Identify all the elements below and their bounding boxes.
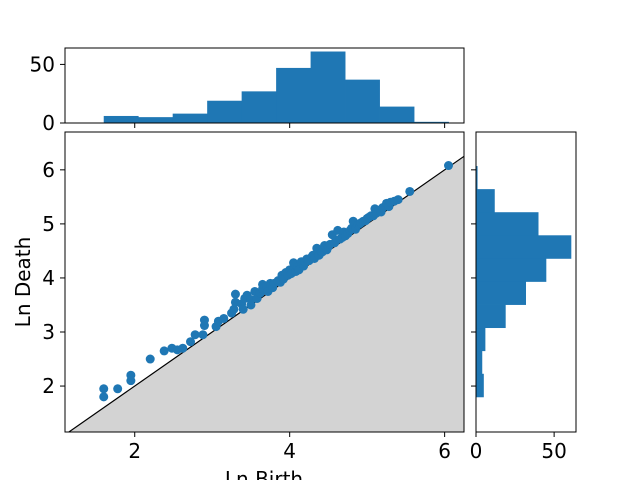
top-histogram-panel: 0 50 [30,47,465,135]
right-histogram-bar [476,350,483,375]
right-histogram-bars [476,166,572,398]
scatter-point [230,289,240,299]
main-x-ticks: 2 4 6 [128,432,451,463]
main-y-ticks: 2 3 4 5 6 [42,158,65,398]
scatter-points [99,161,454,402]
scatter-point [219,313,229,323]
scatter-point [126,370,136,380]
scatter-point [99,384,109,394]
top-histogram-bar [345,79,380,123]
scatter-point [405,186,415,196]
y-tick-label: 5 [42,212,55,236]
right-histogram-bar [476,373,484,398]
top-histogram-bar [241,91,277,123]
scatter-point [178,343,188,353]
right-histogram-bar [476,281,526,305]
y-tick-label: 2 [42,374,55,398]
right-x-tick-label: 50 [541,439,566,463]
top-histogram-bar [172,113,208,123]
scatter-point [145,354,155,364]
right-histogram-panel: 0 50 [470,131,577,463]
right-histogram-ticks: 0 50 [470,169,567,463]
scatter-point [393,195,403,205]
scatter-point [186,337,196,347]
x-tick-label: 4 [283,439,296,463]
scatter-point [113,384,123,394]
right-axes-frame [475,131,577,433]
top-axes-frame [64,47,465,124]
right-histogram-bar [476,212,539,236]
right-histogram-bar [476,327,486,352]
right-histogram-bar [476,258,547,282]
top-y-tick-label: 0 [42,111,55,135]
right-histogram-bar [476,166,478,190]
top-histogram-bar [414,121,449,123]
scatter-point [238,304,248,314]
top-histogram-bar [379,106,415,123]
scatter-point [190,330,200,340]
y-tick-label: 6 [42,158,55,182]
right-histogram-bar [476,235,572,259]
right-histogram-bar [476,304,506,329]
scatter-point [159,346,169,356]
top-y-tick-label: 50 [30,52,55,76]
right-histogram-bar [476,189,495,213]
main-axes-frame [64,131,465,433]
top-histogram-ticks: 0 50 [30,52,446,135]
x-axis-label: Ln Birth [225,467,303,480]
scatter-point [198,330,208,340]
y-axis-label: Ln Death [11,237,35,328]
top-histogram-bar [138,117,174,123]
scatter-point [199,315,209,325]
x-tick-label: 6 [438,439,451,463]
y-tick-label: 3 [42,320,55,344]
top-histogram-bar [276,67,311,123]
top-histogram-bar [103,115,139,123]
right-x-tick-label: 0 [470,439,483,463]
top-histogram-bars [103,51,449,123]
scatter-point [444,161,454,171]
scatter-point [229,304,239,314]
top-histogram-bar [310,51,346,123]
main-scatter-panel: 2 4 6 2 3 4 5 6 Ln Birth Ln Death [11,131,465,480]
top-histogram-bar [207,100,243,123]
x-tick-label: 2 [128,439,141,463]
scatter-point [99,392,109,402]
y-tick-label: 4 [42,266,55,290]
